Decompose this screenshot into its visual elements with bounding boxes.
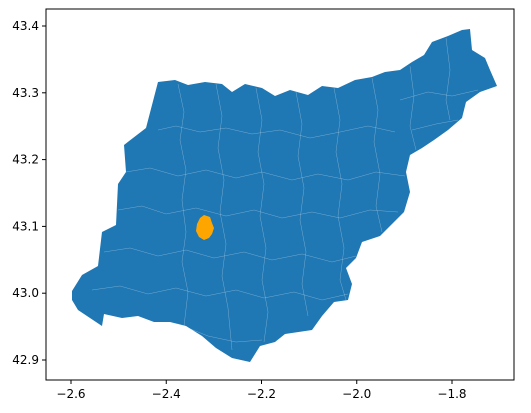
highlighted-municipality	[196, 215, 214, 240]
x-tick-label: −2.6	[56, 387, 85, 401]
x-tick-label: −2.0	[342, 387, 371, 401]
y-tick-label: 43.3	[12, 86, 39, 100]
x-tick-label: −2.2	[247, 387, 276, 401]
y-tick-label: 43.0	[12, 286, 39, 300]
x-axis: −2.6 −2.4 −2.2 −2.0 −1.8	[56, 380, 467, 401]
y-tick-label: 43.2	[12, 153, 39, 167]
y-axis: 42.9 43.0 43.1 43.2 43.3 43.4	[12, 19, 46, 367]
province-shape	[72, 29, 497, 362]
x-tick-label: −2.4	[152, 387, 181, 401]
y-tick-label: 43.1	[12, 219, 39, 233]
province-map	[72, 29, 497, 362]
highlighted-municipality-shape	[196, 215, 214, 240]
x-tick-label: −1.8	[437, 387, 466, 401]
municipality-boundaries	[91, 37, 479, 351]
axes-frame	[45, 8, 515, 381]
y-tick-label: 43.4	[12, 19, 39, 33]
y-tick-label: 42.9	[12, 353, 39, 367]
